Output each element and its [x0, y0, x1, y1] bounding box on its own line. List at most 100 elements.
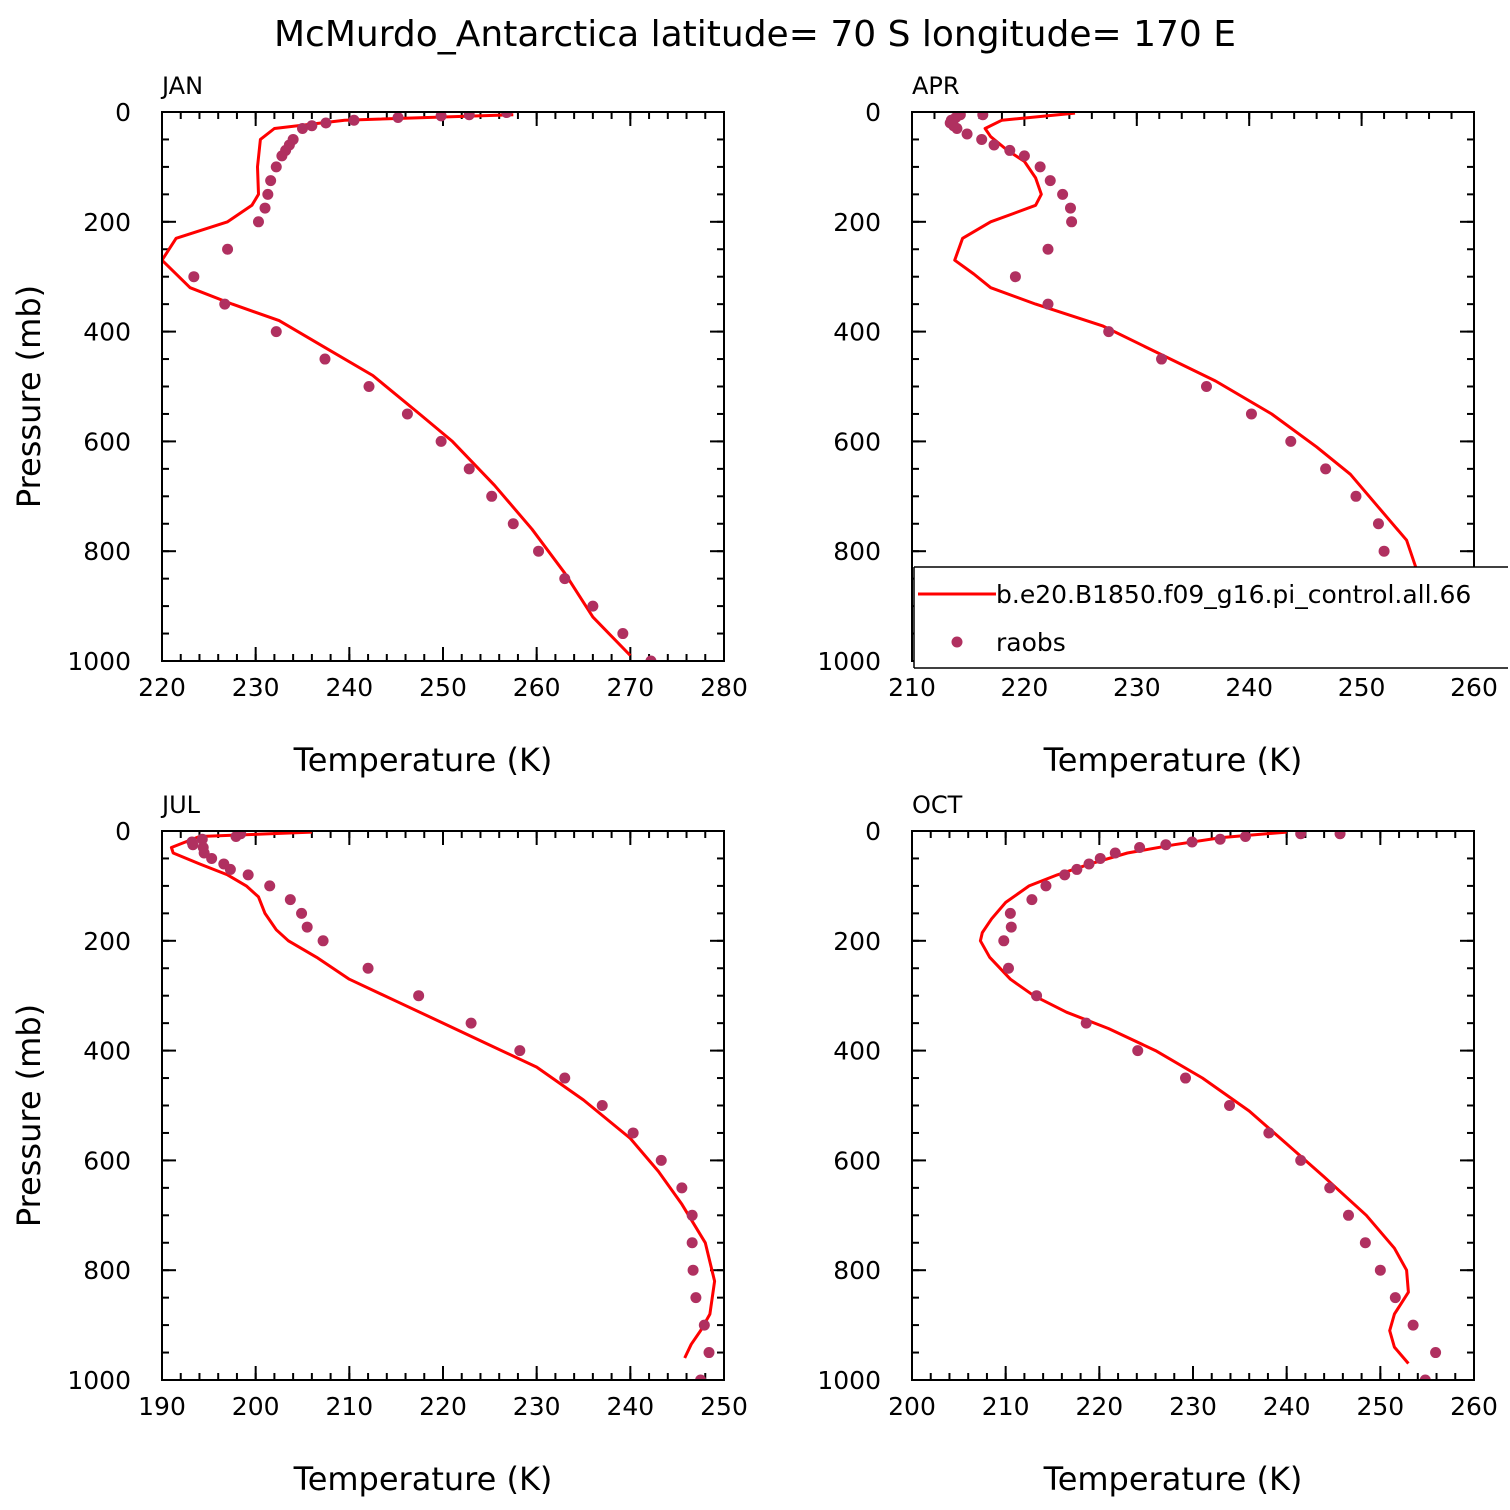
raobs-point — [1245, 408, 1257, 420]
raobs-point — [1034, 161, 1046, 173]
raobs-point — [1389, 1292, 1401, 1304]
raobs-point — [1004, 907, 1016, 919]
raobs-point — [362, 962, 374, 974]
raobs-point — [501, 112, 513, 119]
raobs-point — [1004, 144, 1016, 156]
model-profile-line — [978, 831, 1410, 1365]
legend-obs-label: raobs — [996, 628, 1066, 657]
raobs-point — [363, 381, 375, 392]
x-tick-label: 200 — [888, 1392, 936, 1421]
raobs-point — [319, 353, 331, 365]
raobs-point — [977, 112, 989, 121]
raobs-point — [1066, 216, 1078, 228]
raobs-point — [252, 216, 264, 228]
x-tick-label: 210 — [325, 1392, 373, 1421]
panel-jul: JUL 190 200 210 220 230 240 250 0 200 400 600 800 100… — [10, 791, 748, 1498]
raobs-point — [596, 1100, 608, 1111]
y-tick-label: 800 — [83, 1256, 131, 1285]
raobs-point — [1295, 831, 1307, 840]
raobs-point — [645, 655, 657, 661]
x-tick-label: 250 — [419, 673, 467, 702]
raobs-point — [703, 1347, 715, 1359]
x-tick-label: 220 — [419, 1392, 467, 1421]
raobs-point — [1324, 1182, 1336, 1194]
raobs-point — [1031, 990, 1043, 1002]
y-tick-label: 0 — [865, 817, 881, 846]
raobs-point — [301, 921, 313, 933]
raobs-point — [976, 133, 988, 145]
raobs-point — [197, 841, 209, 853]
y-tick-label: 1000 — [817, 647, 881, 676]
legend-model-label: b.e20.B1850.f09_g16.pi_control.all.66 — [996, 580, 1471, 609]
raobs-point — [686, 1237, 698, 1249]
x-tick-label: 230 — [1113, 673, 1161, 702]
panel-label: JUL — [160, 791, 201, 819]
y-tick-label: 200 — [83, 927, 131, 956]
panel-label: OCT — [912, 791, 963, 819]
raobs-point — [617, 628, 629, 640]
raobs-point — [1109, 847, 1121, 859]
raobs-point — [1430, 1347, 1442, 1359]
raobs-point — [259, 202, 271, 214]
panel-jan: JAN 220 230 240 250 260 270 280 0 200 400 600 800 100… — [10, 72, 748, 779]
raobs-point — [587, 600, 599, 612]
data-layer — [162, 112, 657, 661]
y-tick-label: 1000 — [67, 1366, 131, 1395]
raobs-point — [1042, 243, 1054, 255]
raobs-point — [1040, 880, 1052, 892]
raobs-point — [218, 858, 230, 870]
raobs-point — [1002, 962, 1014, 974]
plot-frame — [161, 830, 725, 1381]
plot-frame — [161, 111, 725, 662]
raobs-point — [1263, 1127, 1275, 1139]
panel-label: APR — [912, 72, 960, 100]
raobs-point — [270, 161, 282, 173]
raobs-point — [988, 139, 1000, 151]
raobs-point — [1180, 1072, 1192, 1084]
raobs-point — [676, 1182, 688, 1194]
x-axis-label: Temperature (K) — [1043, 741, 1303, 779]
raobs-point — [486, 490, 498, 502]
raobs-point — [1042, 298, 1054, 310]
x-tick-label: 250 — [700, 1392, 748, 1421]
model-profile-line — [169, 831, 717, 1359]
raobs-point — [1071, 863, 1083, 875]
raobs-point — [1094, 852, 1106, 864]
x-tick-label: 240 — [325, 673, 373, 702]
x-tick-label: 240 — [1263, 1392, 1311, 1421]
raobs-point — [1064, 202, 1076, 214]
raobs-point — [463, 112, 475, 121]
raobs-point — [242, 869, 254, 881]
raobs-point — [686, 1209, 698, 1221]
y-axis-label: Pressure (mb) — [10, 1004, 48, 1227]
y-tick-label: 400 — [833, 1037, 881, 1066]
raobs-point — [998, 935, 1010, 947]
y-tick-label: 600 — [83, 1146, 131, 1175]
raobs-point — [284, 894, 296, 906]
x-tick-label: 220 — [1075, 1392, 1123, 1421]
raobs-point — [1132, 1045, 1144, 1057]
y-tick-label: 1000 — [817, 1366, 881, 1395]
raobs-point — [1214, 833, 1226, 845]
raobs-point — [1295, 1154, 1307, 1166]
raobs-point — [559, 1072, 571, 1084]
raobs-point — [507, 518, 519, 530]
raobs-point — [655, 1154, 667, 1166]
plot-frame — [911, 830, 1475, 1381]
y-tick-label: 200 — [833, 208, 881, 237]
x-tick-label: 250 — [1338, 673, 1386, 702]
x-tick-label: 200 — [232, 1392, 280, 1421]
raobs-point — [1359, 1237, 1371, 1249]
raobs-point — [687, 1264, 699, 1276]
y-tick-label: 0 — [115, 817, 131, 846]
y-tick-label: 400 — [83, 318, 131, 347]
raobs-point — [1320, 463, 1332, 475]
data-layer — [978, 831, 1442, 1380]
y-tick-label: 600 — [833, 1146, 881, 1175]
raobs-point — [1018, 150, 1030, 162]
raobs-point — [401, 408, 413, 420]
raobs-point — [297, 122, 308, 134]
y-axis-label: Pressure (mb) — [10, 285, 48, 508]
y-tick-label: 1000 — [67, 647, 131, 676]
